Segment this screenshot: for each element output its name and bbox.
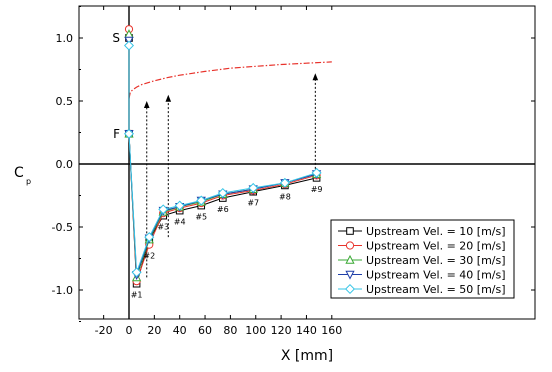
arrow-layer (143, 73, 319, 278)
x-tick-label: 60 (198, 324, 212, 337)
legend-label: Upstream Vel. = 20 [m/s] (366, 240, 506, 253)
series-line (128, 34, 317, 278)
x-tick-label: 100 (245, 324, 266, 337)
legend-label: Upstream Vel. = 40 [m/s] (366, 269, 506, 282)
series-2 (124, 25, 321, 286)
profile-curve-layer (128, 61, 332, 99)
series-line (128, 29, 317, 282)
legend-item: Upstream Vel. = 20 [m/s] (338, 240, 506, 253)
legend-item: Upstream Vel. = 10 [m/s] (338, 225, 506, 238)
data-point (311, 167, 322, 178)
annotations-layer: S F #1 #2 #3 #4 #5 #6 #7 #8 #9 (112, 31, 322, 300)
data-point (344, 283, 356, 295)
arrow-head (165, 94, 172, 102)
series-1 (125, 34, 321, 288)
x-tick-label: 0 (126, 324, 133, 337)
x-tick-label: -20 (95, 324, 113, 337)
legend-item: Upstream Vel. = 30 [m/s] (338, 254, 506, 267)
plot-frame (78, 5, 536, 320)
y-tick-label: -0.5 (52, 221, 73, 234)
data-point (346, 227, 354, 235)
series-line (128, 40, 317, 276)
data-point (158, 204, 169, 215)
data-point (345, 270, 355, 280)
x-tick-label: 140 (296, 324, 317, 337)
x-tick-label: 160 (321, 324, 342, 337)
y-tick-label: 0.0 (56, 158, 74, 171)
data-point (279, 177, 290, 188)
flow-label: F (113, 127, 120, 141)
y-axis-title: C (14, 165, 24, 181)
legend: Upstream Vel. = 10 [m/s] Upstream Vel. = … (330, 219, 515, 299)
data-point (217, 187, 228, 198)
legend-label: Upstream Vel. = 10 [m/s] (366, 225, 506, 238)
port-label: #6 (217, 205, 229, 214)
data-point (144, 232, 155, 243)
data-point (345, 254, 355, 264)
port-label: #2 (143, 252, 155, 261)
data-point (131, 267, 142, 278)
profile-curve (128, 61, 332, 99)
x-tick-label: 40 (173, 324, 187, 337)
x-axis-title: X [mm] (281, 348, 333, 364)
data-point (123, 128, 135, 139)
series-line (128, 38, 317, 284)
arrow-head (143, 101, 150, 108)
port-label: #7 (247, 199, 259, 208)
legend-box (330, 219, 515, 299)
arrow-head (312, 73, 319, 81)
legend-item: Upstream Vel. = 40 [m/s] (338, 269, 506, 282)
axis-ticks: -20 0 20 40 60 80 100 120 140 160 -1.0 -0.5 0.0 0.5 1.… (52, 6, 535, 337)
x-tick-label: 80 (223, 324, 237, 337)
port-label: #9 (311, 185, 323, 194)
legend-item: Upstream Vel. = 50 [m/s] (338, 283, 506, 296)
series-layer (123, 25, 322, 288)
port-label: #3 (157, 223, 169, 232)
data-point (248, 182, 259, 193)
y-tick-label: -1.0 (52, 284, 73, 297)
series-5 (123, 40, 322, 278)
series-3 (124, 29, 322, 282)
legend-label: Upstream Vel. = 30 [m/s] (366, 254, 506, 267)
data-point (345, 241, 355, 250)
series-4 (124, 36, 322, 280)
y-tick-label: 1.0 (56, 32, 74, 45)
y-axis-title-subscript: p (26, 177, 31, 186)
x-tick-label: 120 (271, 324, 292, 337)
x-tick-label: 20 (147, 324, 161, 337)
port-label: #8 (279, 192, 291, 201)
port-label: #1 (131, 291, 143, 300)
y-tick-label: 0.5 (56, 95, 74, 108)
stagnation-label: S (112, 31, 120, 45)
port-label: #4 (174, 218, 186, 227)
legend-label: Upstream Vel. = 50 [m/s] (366, 283, 506, 296)
port-label: #5 (195, 213, 207, 222)
data-point (196, 195, 207, 206)
data-point (123, 40, 135, 51)
data-point (174, 200, 185, 211)
